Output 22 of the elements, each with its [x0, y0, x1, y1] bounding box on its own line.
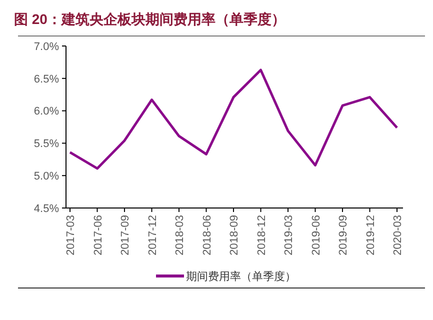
x-tick-label: 2019-03 — [283, 215, 295, 256]
x-tick-label: 2018-03 — [174, 215, 186, 256]
x-tick-label: 2019-06 — [310, 215, 322, 256]
y-tick-label: 6.5% — [34, 73, 60, 86]
x-tick-label: 2019-12 — [364, 215, 377, 256]
x-tick-label: 2018-09 — [228, 215, 240, 256]
y-tick-label: 4.5% — [34, 202, 60, 215]
y-tick-label: 6.0% — [34, 106, 60, 118]
y-tick-label: 7.0% — [34, 40, 60, 53]
x-tick-label: 2017-12 — [146, 215, 159, 256]
x-tick-label: 2017-03 — [65, 215, 77, 256]
x-tick-label: 2018-12 — [256, 215, 268, 256]
y-tick-label: 5.0% — [34, 170, 60, 182]
x-tick-label: 2017-06 — [92, 215, 104, 256]
x-tick-label: 2018-06 — [201, 215, 214, 256]
legend-label: 期间费用率（单季度） — [186, 270, 296, 283]
chart-title: 图 20：建筑央企板块期间费用率（单季度） — [14, 11, 286, 27]
x-tick-label: 2017-09 — [120, 215, 132, 256]
y-tick-label: 5.5% — [34, 138, 60, 150]
x-tick-label: 2020-03 — [392, 215, 404, 256]
x-tick-label: 2019-09 — [338, 215, 350, 256]
line-series — [68, 68, 398, 170]
